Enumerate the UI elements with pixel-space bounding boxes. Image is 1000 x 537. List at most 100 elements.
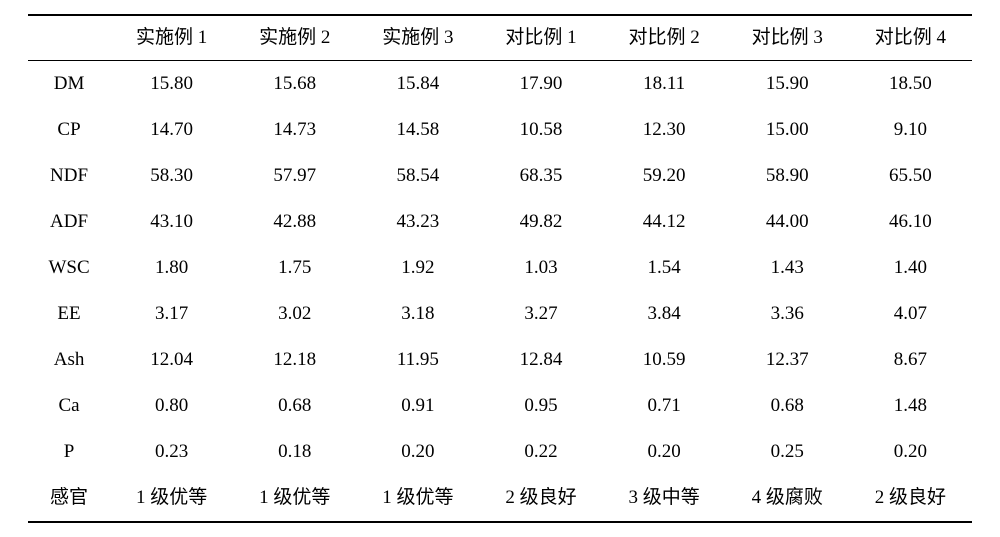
header-cell: 实施例 1 xyxy=(110,15,233,61)
table-cell: 12.04 xyxy=(110,337,233,383)
table-cell: 3.18 xyxy=(356,291,479,337)
table-cell: 9.10 xyxy=(849,107,972,153)
row-label: Ash xyxy=(28,337,110,383)
table-cell: 1.92 xyxy=(356,245,479,291)
table-cell: 0.95 xyxy=(479,383,602,429)
table-cell: 0.91 xyxy=(356,383,479,429)
table-cell: 2 级良好 xyxy=(479,475,602,522)
table-cell: 14.73 xyxy=(233,107,356,153)
table-cell: 10.58 xyxy=(479,107,602,153)
table-cell: 17.90 xyxy=(479,61,602,108)
table-cell: 10.59 xyxy=(603,337,726,383)
table-cell: 14.70 xyxy=(110,107,233,153)
row-label: NDF xyxy=(28,153,110,199)
table-cell: 12.18 xyxy=(233,337,356,383)
table-cell: 1 级优等 xyxy=(233,475,356,522)
table-cell: 1.54 xyxy=(603,245,726,291)
row-label: DM xyxy=(28,61,110,108)
header-cell: 对比例 1 xyxy=(479,15,602,61)
table-cell: 44.00 xyxy=(726,199,849,245)
header-row: 实施例 1 实施例 2 实施例 3 对比例 1 对比例 2 对比例 3 对比例 … xyxy=(28,15,972,61)
header-cell: 实施例 3 xyxy=(356,15,479,61)
header-cell: 对比例 3 xyxy=(726,15,849,61)
header-cell: 对比例 2 xyxy=(603,15,726,61)
table-cell: 3.02 xyxy=(233,291,356,337)
table-row: NDF 58.30 57.97 58.54 68.35 59.20 58.90 … xyxy=(28,153,972,199)
table-cell: 0.80 xyxy=(110,383,233,429)
row-label: ADF xyxy=(28,199,110,245)
table-cell: 15.80 xyxy=(110,61,233,108)
table-cell: 2 级良好 xyxy=(849,475,972,522)
table-cell: 1.80 xyxy=(110,245,233,291)
table-cell: 58.90 xyxy=(726,153,849,199)
table-cell: 3.36 xyxy=(726,291,849,337)
table-cell: 15.00 xyxy=(726,107,849,153)
table-cell: 14.58 xyxy=(356,107,479,153)
row-label: 感官 xyxy=(28,475,110,522)
table-cell: 42.88 xyxy=(233,199,356,245)
header-cell xyxy=(28,15,110,61)
header-cell: 实施例 2 xyxy=(233,15,356,61)
row-label: WSC xyxy=(28,245,110,291)
table-cell: 0.25 xyxy=(726,429,849,475)
table-cell: 3 级中等 xyxy=(603,475,726,522)
table-cell: 15.90 xyxy=(726,61,849,108)
table-cell: 0.71 xyxy=(603,383,726,429)
header-cell: 对比例 4 xyxy=(849,15,972,61)
table-cell: 46.10 xyxy=(849,199,972,245)
table-cell: 43.10 xyxy=(110,199,233,245)
row-label: CP xyxy=(28,107,110,153)
table-cell: 1.43 xyxy=(726,245,849,291)
table-cell: 49.82 xyxy=(479,199,602,245)
table-row: Ca 0.80 0.68 0.91 0.95 0.71 0.68 1.48 xyxy=(28,383,972,429)
table-cell: 1.40 xyxy=(849,245,972,291)
table-cell: 57.97 xyxy=(233,153,356,199)
table-cell: 12.84 xyxy=(479,337,602,383)
table-cell: 44.12 xyxy=(603,199,726,245)
table-cell: 58.54 xyxy=(356,153,479,199)
table-row: Ash 12.04 12.18 11.95 12.84 10.59 12.37 … xyxy=(28,337,972,383)
table-row: 感官 1 级优等 1 级优等 1 级优等 2 级良好 3 级中等 4 级腐败 2… xyxy=(28,475,972,522)
table-row: P 0.23 0.18 0.20 0.22 0.20 0.25 0.20 xyxy=(28,429,972,475)
table-cell: 68.35 xyxy=(479,153,602,199)
table-row: ADF 43.10 42.88 43.23 49.82 44.12 44.00 … xyxy=(28,199,972,245)
table-cell: 3.84 xyxy=(603,291,726,337)
table-cell: 18.11 xyxy=(603,61,726,108)
table-row: DM 15.80 15.68 15.84 17.90 18.11 15.90 1… xyxy=(28,61,972,108)
table-cell: 0.68 xyxy=(233,383,356,429)
table-cell: 4.07 xyxy=(849,291,972,337)
row-label: P xyxy=(28,429,110,475)
table-cell: 1.75 xyxy=(233,245,356,291)
table-cell: 65.50 xyxy=(849,153,972,199)
table-cell: 11.95 xyxy=(356,337,479,383)
table-cell: 0.23 xyxy=(110,429,233,475)
row-label: EE xyxy=(28,291,110,337)
table-cell: 12.37 xyxy=(726,337,849,383)
table-row: WSC 1.80 1.75 1.92 1.03 1.54 1.43 1.40 xyxy=(28,245,972,291)
table-cell: 0.68 xyxy=(726,383,849,429)
table-cell: 4 级腐败 xyxy=(726,475,849,522)
table-cell: 12.30 xyxy=(603,107,726,153)
table-cell: 1 级优等 xyxy=(110,475,233,522)
table-row: EE 3.17 3.02 3.18 3.27 3.84 3.36 4.07 xyxy=(28,291,972,337)
data-table: 实施例 1 实施例 2 实施例 3 对比例 1 对比例 2 对比例 3 对比例 … xyxy=(28,14,972,523)
table-cell: 1.48 xyxy=(849,383,972,429)
table-cell: 15.68 xyxy=(233,61,356,108)
table-cell: 0.20 xyxy=(849,429,972,475)
table-cell: 1 级优等 xyxy=(356,475,479,522)
table-row: CP 14.70 14.73 14.58 10.58 12.30 15.00 9… xyxy=(28,107,972,153)
table-cell: 18.50 xyxy=(849,61,972,108)
table-cell: 8.67 xyxy=(849,337,972,383)
table-cell: 59.20 xyxy=(603,153,726,199)
table-cell: 0.18 xyxy=(233,429,356,475)
table-cell: 15.84 xyxy=(356,61,479,108)
table-cell: 3.17 xyxy=(110,291,233,337)
table-cell: 0.20 xyxy=(603,429,726,475)
table-cell: 1.03 xyxy=(479,245,602,291)
row-label: Ca xyxy=(28,383,110,429)
table-cell: 3.27 xyxy=(479,291,602,337)
table-cell: 0.22 xyxy=(479,429,602,475)
table-cell: 58.30 xyxy=(110,153,233,199)
table-body: DM 15.80 15.68 15.84 17.90 18.11 15.90 1… xyxy=(28,61,972,523)
table-cell: 43.23 xyxy=(356,199,479,245)
